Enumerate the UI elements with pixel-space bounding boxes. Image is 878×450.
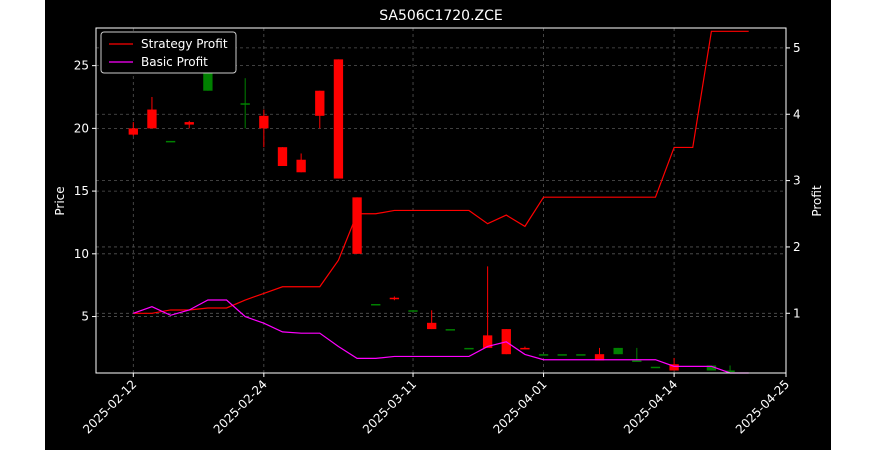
y-tick-label-right: 3 xyxy=(793,174,801,188)
candle-body xyxy=(315,90,325,116)
candle-body xyxy=(203,68,213,91)
candle-body xyxy=(613,347,623,355)
x-tick-label: 2025-03-11 xyxy=(360,377,419,436)
candle-body xyxy=(445,329,455,331)
candle-body xyxy=(371,304,381,306)
line-layer xyxy=(133,30,749,374)
y-tick-label-left: 10 xyxy=(74,247,89,261)
candle-body xyxy=(147,109,157,129)
candle-body xyxy=(240,103,250,105)
x-tick-label: 2025-04-25 xyxy=(733,377,792,436)
legend: Strategy Profit Basic Profit xyxy=(100,31,237,74)
y-tick-label-left: 20 xyxy=(74,121,89,135)
chart-container: 5 10 15 20 25 1 2 3 4 5 2025-02-12 2025-02-24 2025-0… xyxy=(45,0,831,450)
y-tick-label-left: 25 xyxy=(74,59,89,73)
candle-body xyxy=(538,354,549,356)
x-tick-label: 2025-04-01 xyxy=(490,377,549,436)
candle-body xyxy=(520,347,530,350)
y-tick-label-left: 5 xyxy=(81,310,89,324)
candle-body xyxy=(389,297,400,300)
legend-strategy-label: Strategy Profit xyxy=(141,37,228,51)
candle-body xyxy=(296,159,306,173)
basic-profit-line xyxy=(133,299,749,374)
candle-layer xyxy=(128,59,735,372)
plot-frame xyxy=(95,27,787,374)
y-tick-label-right: 5 xyxy=(793,41,801,55)
candlestick-profit-chart: 5 10 15 20 25 1 2 3 4 5 2025-02-12 2025-02-24 2025-0… xyxy=(53,8,824,436)
y-axis-label-left: Price xyxy=(53,186,67,215)
x-tick-label: 2025-02-24 xyxy=(211,377,270,436)
y-tick-label-right: 1 xyxy=(793,306,801,320)
candle-body xyxy=(576,354,586,356)
candle-body xyxy=(408,310,418,312)
candle-body xyxy=(184,122,194,125)
candle-body xyxy=(725,370,735,372)
candle-body xyxy=(259,115,269,129)
candle-body xyxy=(333,59,344,179)
grid-layer xyxy=(96,28,787,373)
y-tick-label-right: 4 xyxy=(793,107,801,121)
candle-body xyxy=(594,354,605,361)
y-axis-label-right: Profit xyxy=(810,185,824,217)
y-tick-label-left: 15 xyxy=(74,184,89,198)
candle-body xyxy=(669,364,679,371)
axis-layer: 5 10 15 20 25 1 2 3 4 5 2025-02-12 2025-02-24 2025-0… xyxy=(74,27,801,436)
legend-box xyxy=(100,31,237,74)
x-tick-label: 2025-04-14 xyxy=(621,377,680,436)
candle-body xyxy=(165,140,176,143)
candle-body xyxy=(482,335,493,348)
x-tick-label: 2025-02-12 xyxy=(80,377,139,436)
strategy-profit-line xyxy=(133,30,749,314)
candle-body xyxy=(128,128,138,135)
legend-basic-label: Basic Profit xyxy=(141,55,208,69)
candle-body xyxy=(352,197,362,254)
candle-body xyxy=(277,147,288,166)
candle-body xyxy=(464,347,474,350)
y-tick-label-right: 2 xyxy=(793,240,801,254)
chart-title: SA506C1720.ZCE xyxy=(379,8,503,24)
candle-body xyxy=(650,366,661,369)
candle-body xyxy=(632,360,642,362)
candle-body xyxy=(706,365,717,371)
candle-body xyxy=(427,322,437,330)
candle-body xyxy=(557,354,567,356)
